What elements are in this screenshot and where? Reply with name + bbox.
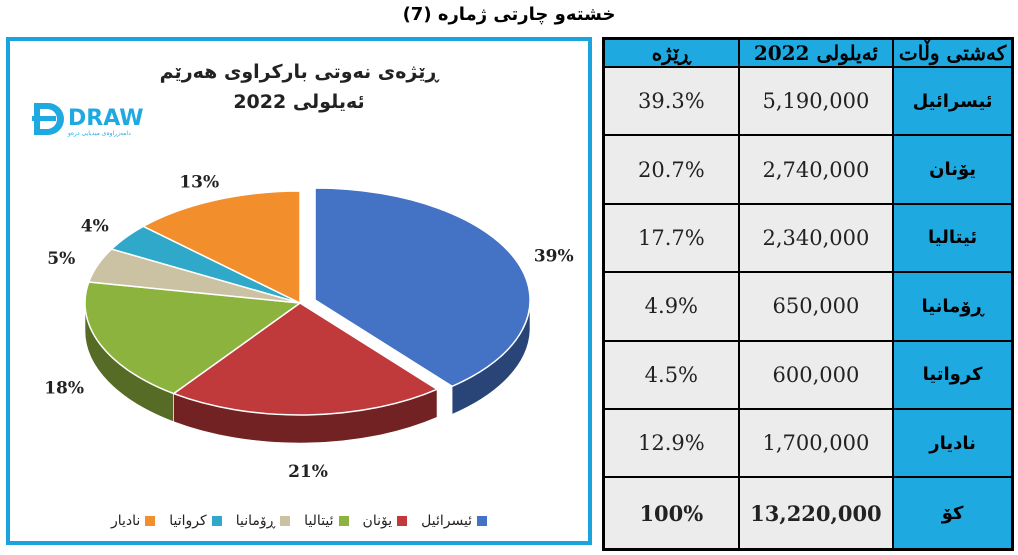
pie-data-label: 39% <box>534 246 574 266</box>
legend-item: ئیتالیا <box>304 513 349 529</box>
chart-title: ڕێژەی نەوتی بارکراوی هەرێم <box>159 61 439 83</box>
pie-labels: 39% 21% 18% 5% 4% 13% <box>44 173 573 482</box>
header-september: ئەیلولی 2022 <box>737 37 895 68</box>
cell-country: ئیسرائیل <box>892 65 1014 137</box>
cell-ratio: 4.5% <box>602 339 740 410</box>
logo-tagline: دامەزراوەی میدیایی درەو <box>67 130 131 137</box>
table-header-row: ڕێژە ئەیلولی 2022 کەشتی وڵات <box>602 37 1014 68</box>
legend-label: کرواتیا <box>169 513 207 529</box>
total-label: کۆ <box>892 476 1014 551</box>
pie-slice <box>84 281 303 395</box>
table-row: 4.9% 650,000 ڕۆمانیا <box>602 271 1014 342</box>
legend-label: ئیتالیا <box>304 513 334 529</box>
cell-september: 1,700,000 <box>737 407 895 479</box>
pie-slice <box>141 190 301 305</box>
cell-ratio: 20.7% <box>602 134 740 205</box>
cell-ratio: 12.9% <box>602 407 740 479</box>
cell-country: ڕۆمانیا <box>892 271 1014 342</box>
legend-swatch <box>145 516 156 526</box>
total-ratio: 100% <box>602 476 740 551</box>
pie-tops <box>84 187 531 416</box>
pie-slice <box>314 187 531 388</box>
legend-swatch <box>211 516 222 526</box>
table-row: 4.5% 600,000 کرواتیا <box>602 339 1014 410</box>
pie-slice <box>172 302 439 416</box>
table-row: 39.3% 5,190,000 ئیسرائیل <box>602 65 1014 137</box>
table-row: 12.9% 1,700,000 نادیار <box>602 407 1014 479</box>
cell-country: کرواتیا <box>892 339 1014 410</box>
cell-september: 5,190,000 <box>737 65 895 137</box>
logo-mark-icon <box>32 103 64 135</box>
legend-swatch <box>397 516 408 526</box>
cell-september: 650,000 <box>737 271 895 342</box>
legend-label: یۆنان <box>362 513 393 529</box>
pie-data-label: 18% <box>44 379 84 399</box>
legend-label: ئیسرائیل <box>421 513 473 529</box>
page-title: خشتەو چارتی ژمارە (7) <box>402 4 616 25</box>
legend-label: نادیار <box>110 513 141 529</box>
legend-swatch <box>280 516 291 526</box>
table-total-row: 100% 13,220,000 کۆ <box>602 476 1014 551</box>
legend-item: یۆنان <box>363 513 408 529</box>
pie-chart: 39% 21% 18% 5% 4% 13% <box>44 173 573 482</box>
header-ratio: ڕێژە <box>602 37 740 68</box>
cell-september: 600,000 <box>737 339 895 410</box>
cell-ratio: 4.9% <box>602 271 740 342</box>
header-country: کەشتی وڵات <box>892 37 1014 68</box>
cell-september: 2,340,000 <box>737 202 895 274</box>
total-september: 13,220,000 <box>737 476 895 551</box>
cell-country: ئیتالیا <box>892 202 1014 274</box>
cell-september: 2,740,000 <box>737 134 895 205</box>
legend-item: ڕۆمانیا <box>235 513 291 529</box>
cell-country: یۆنان <box>892 134 1014 205</box>
legend-label: ڕۆمانیا <box>235 513 276 529</box>
logo-text: DRAW <box>68 106 144 131</box>
chart-legend: ئیسرائیل یۆنان ئیتالیا ڕۆمانیا کرواتیا نادیار <box>20 513 578 529</box>
table-row: 17.7% 2,340,000 ئیتالیا <box>602 202 1014 274</box>
legend-swatch <box>338 516 349 526</box>
legend-swatch <box>477 516 488 526</box>
legend-item: نادیار <box>110 513 156 529</box>
pie-data-label: 13% <box>179 173 219 193</box>
chart-subtitle: ئەیلولی 2022 <box>233 91 365 113</box>
cell-country: نادیار <box>892 407 1014 479</box>
legend-item: کرواتیا <box>169 513 222 529</box>
legend-item: ئیسرائیل <box>421 513 488 529</box>
pie-data-label: 21% <box>288 462 328 482</box>
data-table: ڕێژە ئەیلولی 2022 کەشتی وڵات 39.3% 5,190… <box>602 37 1014 551</box>
cell-ratio: 39.3% <box>602 65 740 137</box>
cell-ratio: 17.7% <box>602 202 740 274</box>
pie-data-label: 4% <box>81 216 109 236</box>
draw-logo: DRAW دامەزراوەی میدیایی درەو <box>32 103 144 137</box>
table-row: 20.7% 2,740,000 یۆنان <box>602 134 1014 205</box>
pie-data-label: 5% <box>47 249 75 269</box>
chart-panel: ڕێژەی نەوتی بارکراوی هەرێم ئەیلولی 2022 … <box>6 37 592 545</box>
